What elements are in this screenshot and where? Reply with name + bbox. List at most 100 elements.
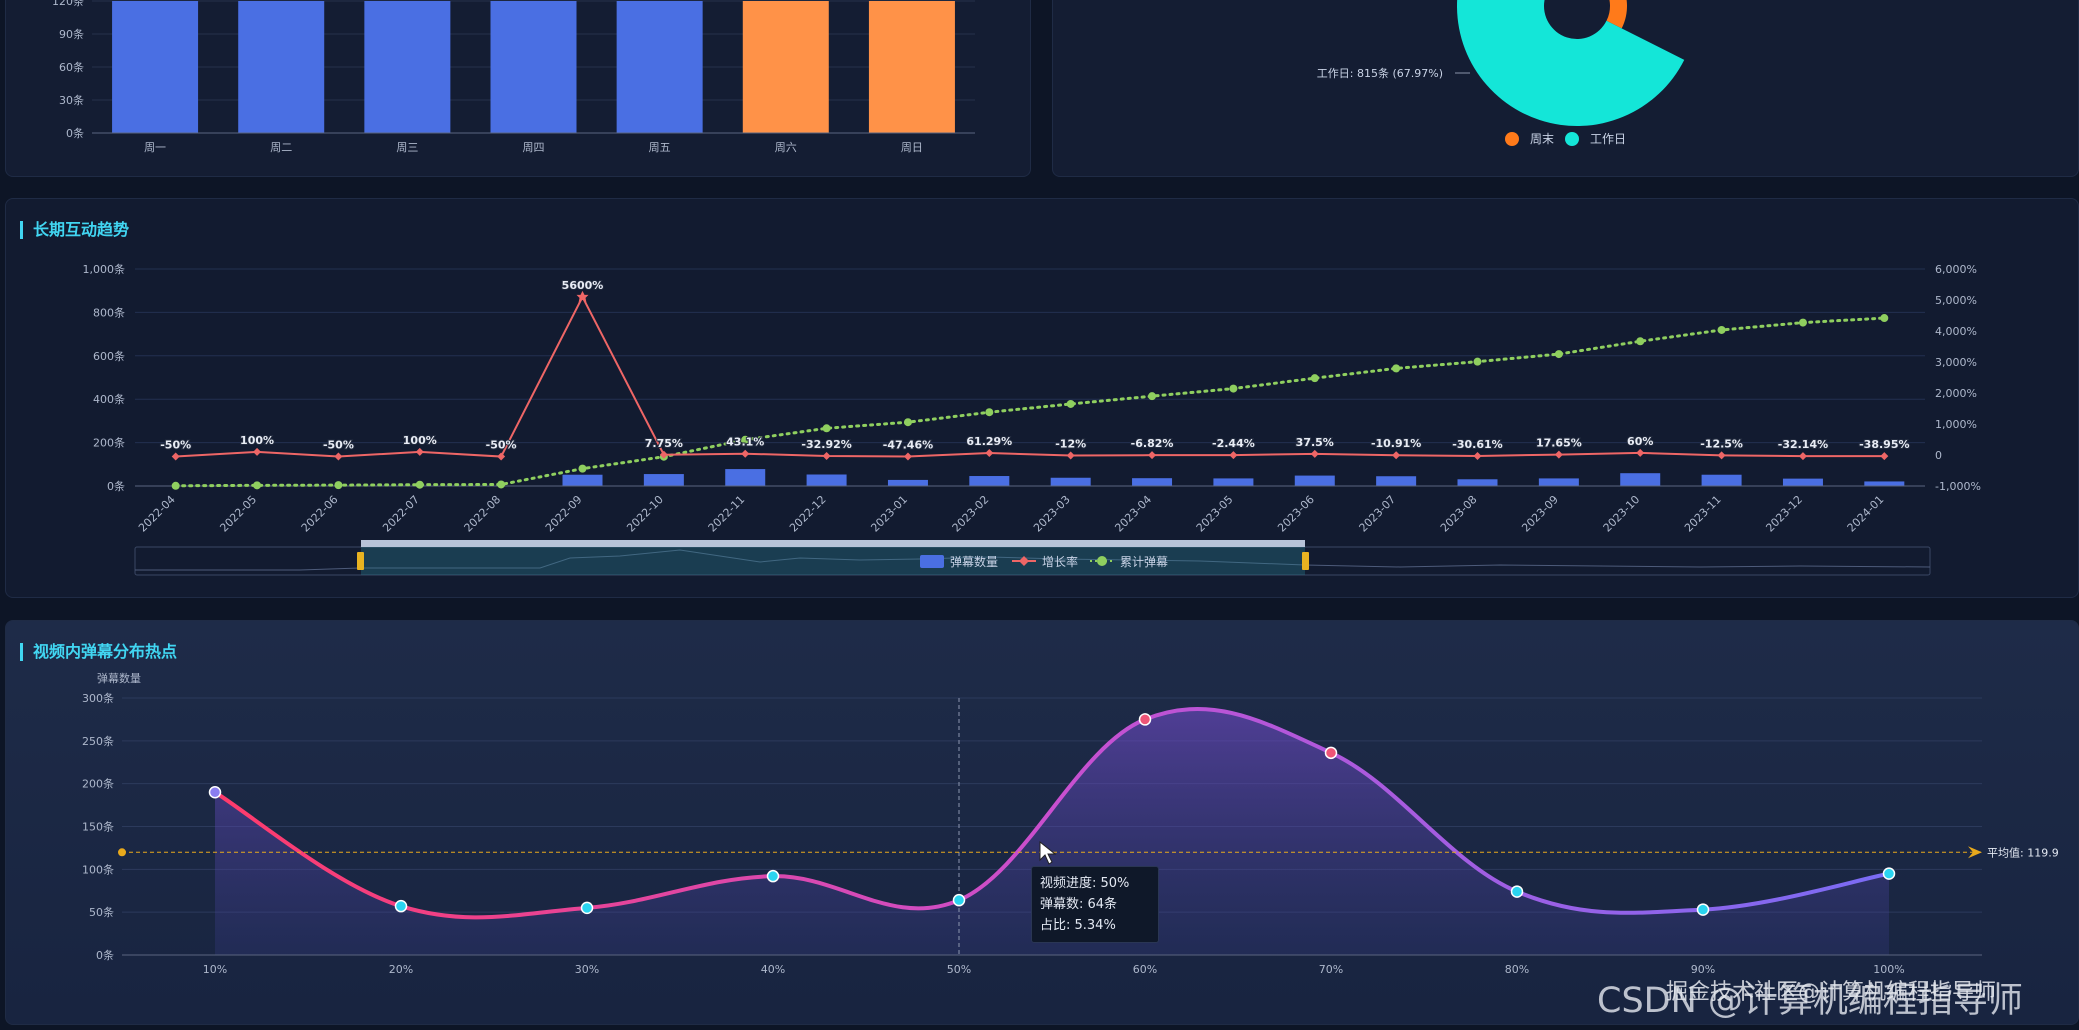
cumulative-line <box>174 316 1886 488</box>
heat-area <box>215 709 1889 955</box>
data-point <box>1510 885 1524 898</box>
y-tick-label: 60条 <box>59 60 84 74</box>
bar <box>1376 476 1417 486</box>
bar <box>1782 478 1823 486</box>
growth-rate-point <box>1717 451 1726 460</box>
average-label: 平均值: 119.9 <box>1987 846 2059 859</box>
pie-slice <box>1457 0 1685 126</box>
growth-rate-point <box>1310 449 1319 458</box>
legend-marker <box>1019 556 1029 566</box>
bar <box>1864 481 1905 486</box>
cumulative-point <box>578 464 587 473</box>
bar <box>1294 475 1335 486</box>
bar <box>1132 478 1173 486</box>
x-tick-label: 周六 <box>775 141 797 154</box>
data-point <box>766 869 780 883</box>
cumulative-point <box>1473 357 1482 366</box>
cumulative-point <box>1229 384 1238 393</box>
right-tick-label: 3,000% <box>1935 356 1977 369</box>
x-tick-label: 70% <box>1319 963 1343 976</box>
cumulative-point <box>985 408 994 417</box>
data-point <box>1696 903 1710 916</box>
cumulative-point <box>334 481 343 490</box>
trend-title: 长期互动趋势 <box>20 221 129 239</box>
y-tick-label: 300条 <box>82 691 114 705</box>
x-tick-label: 周一 <box>144 141 166 154</box>
bar <box>725 469 766 486</box>
x-tick-label: 周五 <box>649 141 671 154</box>
bar <box>364 1 451 133</box>
weekday-pie-chart: 工作日: 815条 (67.97%) 周末 工作日 <box>1317 0 1685 146</box>
growth-rate-point <box>334 452 343 461</box>
bar <box>1050 477 1091 486</box>
legend-marker <box>1505 132 1519 146</box>
growth-rate-label: -50% <box>160 439 191 452</box>
bar <box>112 1 199 133</box>
growth-rate-label: -10.91% <box>1371 437 1421 450</box>
bar <box>643 474 684 486</box>
right-tick-label: 6,000% <box>1935 263 1977 276</box>
bar <box>616 1 703 133</box>
bar <box>562 474 603 486</box>
zoom-slider-top-bar <box>361 540 1305 547</box>
cumulative-point <box>497 480 506 489</box>
right-tick-label: 0 <box>1935 449 1942 462</box>
y-axis-title: 弹幕数量 <box>97 671 141 685</box>
bar <box>806 474 847 486</box>
y-tick-label: 200条 <box>82 777 114 791</box>
growth-rate-label: 7.75% <box>645 437 683 450</box>
x-tick-label: 40% <box>761 963 785 976</box>
bar <box>742 1 829 133</box>
pie-slice-label: 工作日: 815条 (67.97%) <box>1317 66 1443 80</box>
growth-rate-point <box>1880 452 1889 461</box>
legend-marker <box>920 555 944 568</box>
growth-rate-max-marker <box>576 290 589 303</box>
bar <box>490 1 577 133</box>
growth-rate-label: -32.92% <box>801 438 851 451</box>
x-tick-label: 20% <box>389 963 413 976</box>
y-tick-label: 30条 <box>59 93 84 107</box>
cumulative-point <box>741 435 750 444</box>
y-tick-label: 120条 <box>52 0 84 8</box>
growth-rate-label: -12% <box>1055 438 1086 451</box>
left-tick-label: 1,000条 <box>83 262 126 276</box>
cumulative-point <box>1066 399 1075 408</box>
cumulative-point <box>1717 325 1726 334</box>
mouse-cursor <box>1039 840 1057 865</box>
x-tick-label: 60% <box>1133 963 1157 976</box>
y-tick-label: 250条 <box>82 734 114 748</box>
legend-marker <box>1565 132 1579 146</box>
cumulative-point <box>1798 318 1807 327</box>
x-tick-label: 周四 <box>523 141 545 154</box>
growth-rate-point <box>741 449 750 458</box>
data-point <box>1324 746 1338 760</box>
growth-rate-point <box>1554 450 1563 459</box>
csdn-watermark: CSDN @计算机编程指导师 <box>1597 981 2023 1021</box>
growth-rate-label: 100% <box>240 434 274 447</box>
growth-rate-label: -47.46% <box>883 438 933 451</box>
growth-rate-label: -50% <box>486 439 517 452</box>
growth-rate-point <box>171 452 180 461</box>
growth-rate-point <box>497 452 506 461</box>
trend-chart: 0条 200条 400条 600条 800条 1,000条 -1,000% 0 1,000% 2,… <box>83 262 1981 576</box>
cumulative-point <box>1880 314 1889 323</box>
bar <box>1457 479 1498 486</box>
tooltip-ratio: 占比: 5.34% <box>1040 918 1116 933</box>
growth-rate-label: -50% <box>323 439 354 452</box>
growth-rate-label: 17.65% <box>1536 437 1582 450</box>
x-tick-label: 30% <box>575 963 599 976</box>
legend-label: 周末 <box>1530 132 1554 146</box>
data-point <box>208 785 222 799</box>
y-tick-label: 0条 <box>66 126 84 140</box>
bar <box>1213 478 1254 486</box>
y-tick-label: 0条 <box>96 948 114 962</box>
x-tick-label: 100% <box>1873 963 1904 976</box>
growth-rate-point <box>985 449 994 458</box>
juejin-watermark: 掘金技术社区@计算机编程指导师 <box>1666 980 1997 1005</box>
growth-rate-point <box>822 451 831 460</box>
zoom-slider-window <box>361 547 1305 575</box>
growth-rate-point <box>1148 451 1157 460</box>
x-tick-label: 周二 <box>270 141 292 154</box>
bar <box>887 479 928 486</box>
